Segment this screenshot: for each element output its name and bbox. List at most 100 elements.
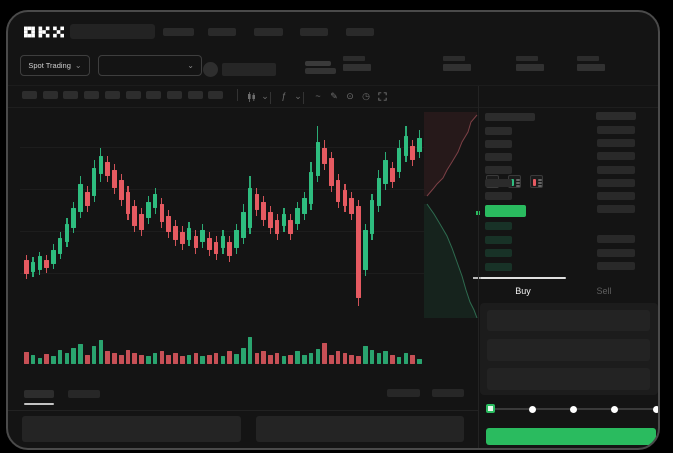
market-type-label: Spot Trading xyxy=(28,61,71,70)
candle-body xyxy=(179,232,185,244)
nav-item-placeholder[interactable] xyxy=(300,28,328,36)
bottom-field-placeholder[interactable] xyxy=(256,416,464,442)
amount-field[interactable] xyxy=(487,339,650,361)
line-tool-icon[interactable]: ~ xyxy=(315,91,321,101)
candle-body xyxy=(105,162,110,176)
nav-item-placeholder[interactable] xyxy=(163,28,194,36)
nav-item-placeholder[interactable] xyxy=(254,28,283,36)
history-icon[interactable]: ◷ xyxy=(362,91,370,101)
volume-bar xyxy=(335,351,341,364)
candle-body xyxy=(193,236,199,248)
okx-logo[interactable] xyxy=(24,26,64,38)
bid-price-placeholder xyxy=(485,262,512,271)
bid-price-placeholder xyxy=(485,235,512,244)
timeframe-button[interactable] xyxy=(84,91,100,99)
candle-body xyxy=(410,146,416,160)
timeframe-button[interactable] xyxy=(125,91,141,99)
timeframe-button[interactable] xyxy=(208,91,224,99)
volume-bar xyxy=(342,353,348,364)
tab-history[interactable] xyxy=(68,390,100,398)
nav-item-placeholder[interactable] xyxy=(346,28,374,36)
volume-bar xyxy=(308,353,314,364)
camera-icon[interactable]: ⊙ xyxy=(346,91,354,101)
chevron-down-icon[interactable]: ⌄ xyxy=(261,91,269,101)
ask-amount-placeholder xyxy=(597,192,635,200)
volume-bar xyxy=(64,353,70,364)
timeframe-button[interactable] xyxy=(166,91,182,99)
volume-bar xyxy=(159,351,165,364)
coin-icon xyxy=(203,62,218,77)
amount-slider[interactable] xyxy=(486,403,658,415)
candles-icon[interactable] xyxy=(245,92,257,104)
slider-stop[interactable] xyxy=(528,405,536,413)
candle-body xyxy=(78,184,83,212)
candle-body xyxy=(417,138,422,152)
slider-stop[interactable] xyxy=(570,405,577,413)
timeframe-button[interactable] xyxy=(42,91,58,99)
tool-icon-row: ⌄ ƒ ⌄ ~ ✎ ⊙ ◷ xyxy=(8,12,478,107)
ask-price-placeholder xyxy=(485,192,512,200)
draw-icon[interactable]: ✎ xyxy=(330,91,338,101)
candle-body xyxy=(315,142,321,176)
bid-price-placeholder xyxy=(485,249,512,257)
ask-price-placeholder xyxy=(485,166,512,174)
slider-handle[interactable] xyxy=(486,404,495,413)
candle-body xyxy=(376,178,382,206)
ask-amount-placeholder xyxy=(597,126,635,134)
volume-bar xyxy=(295,351,300,364)
bottom-field-placeholder[interactable] xyxy=(22,416,241,442)
search-input[interactable] xyxy=(70,24,155,39)
timeframe-button[interactable] xyxy=(22,91,37,99)
timeframe-button[interactable] xyxy=(146,91,162,99)
candle-body xyxy=(146,202,151,218)
timeframe-button[interactable] xyxy=(187,91,203,99)
volume-bar xyxy=(98,340,104,364)
bottom-divider xyxy=(8,410,478,411)
volume-bar xyxy=(329,355,334,364)
ask-price-placeholder xyxy=(485,140,512,148)
volume-bar xyxy=(363,346,368,364)
last-price-badge xyxy=(485,205,526,217)
pair-selector[interactable]: ⌄ xyxy=(98,55,202,76)
volume-bar xyxy=(37,358,43,364)
chevron-down-icon: ⌄ xyxy=(74,60,82,70)
gridline xyxy=(20,231,424,232)
candle-body xyxy=(322,148,327,164)
price-field[interactable] xyxy=(487,310,650,331)
bid-amount-placeholder xyxy=(597,248,635,257)
candle-body xyxy=(227,242,232,256)
candle-body xyxy=(349,198,355,214)
chevron-down-icon[interactable]: ⌄ xyxy=(294,91,302,101)
toolbar-divider xyxy=(8,107,658,108)
volume-bar xyxy=(376,353,382,364)
volume-bar xyxy=(390,355,395,364)
nav-item-placeholder[interactable] xyxy=(208,28,236,36)
slider-stop[interactable] xyxy=(652,405,658,413)
timeframe-button[interactable] xyxy=(104,91,120,99)
bottom-link-placeholder[interactable] xyxy=(432,389,464,397)
candle-body xyxy=(159,204,165,222)
last-price-placeholder xyxy=(305,61,331,66)
volume-bar xyxy=(24,352,29,364)
toolbar-divider xyxy=(270,92,271,104)
header-divider xyxy=(8,85,658,86)
candle-body xyxy=(132,206,138,226)
fullscreen-icon[interactable] xyxy=(376,92,388,103)
candle-body xyxy=(240,212,246,238)
slider-stop[interactable] xyxy=(611,405,619,413)
timeframe-button[interactable] xyxy=(63,91,79,99)
timeframe-row xyxy=(8,86,240,107)
bottom-link-placeholder[interactable] xyxy=(387,389,420,397)
volume-bar xyxy=(44,354,49,364)
market-type-selector[interactable]: Spot Trading ⌄ xyxy=(20,55,90,76)
buy-submit-button[interactable] xyxy=(486,428,656,445)
tab-orders[interactable] xyxy=(24,390,54,398)
candlestick-chart[interactable] xyxy=(20,112,424,332)
indicator-icon[interactable]: ƒ xyxy=(281,91,287,101)
stat-value-placeholder xyxy=(343,64,371,71)
pair-name-placeholder xyxy=(222,63,276,76)
total-field[interactable] xyxy=(487,368,650,390)
candle-body xyxy=(85,192,90,206)
candle-body xyxy=(200,230,205,242)
book-asks-icon[interactable] xyxy=(530,175,543,188)
